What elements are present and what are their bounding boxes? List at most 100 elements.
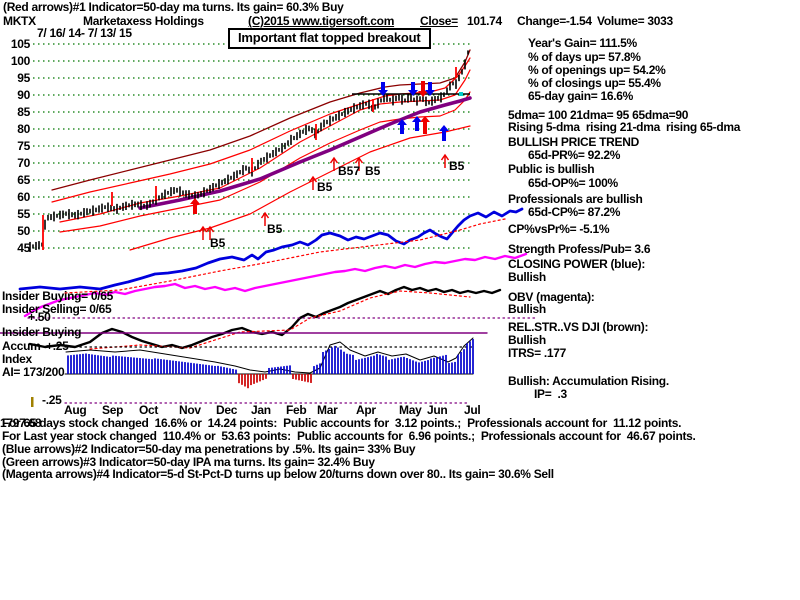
footer-legend-line: For 65 days stock changed 16.6% or 14.24… — [2, 416, 682, 430]
insider-label: +.25 — [46, 339, 69, 353]
ai-envelope-black-line — [65, 337, 474, 374]
price-tick-label: 70 — [17, 156, 30, 170]
red-signal-arrow-up — [190, 198, 200, 214]
stat-line: 65-day gain= 16.6% — [528, 89, 633, 103]
cp-red-dotted-line — [64, 218, 506, 294]
stat-line: Strength Profess/Pub= 3.6 — [508, 242, 651, 256]
thin-red-arrow-head — [205, 225, 215, 233]
month-label: Jul — [464, 403, 481, 417]
relstr-red-dotted-line — [89, 290, 471, 350]
upper-band-red-line — [51, 57, 471, 203]
close-value: 101.74 — [467, 14, 502, 28]
cyan-tick — [459, 92, 463, 96]
footer-legend-line: (Green arrows)#3 Indicator=50-day IPA ma… — [2, 455, 375, 469]
insider-label: Insider Selling= 0/65 — [2, 302, 112, 316]
breakout-callout: Important flat topped breakout — [228, 28, 431, 49]
closing-power-blue-line — [18, 207, 524, 291]
blue-signal-arrow-up — [397, 119, 407, 134]
blue-signal-arrow-up — [439, 125, 449, 141]
price-tick-label: 45 — [17, 241, 30, 255]
blue-signal-arrow-up — [412, 116, 422, 131]
insider-label: Insider Buying — [2, 325, 82, 339]
price-tick-label: 50 — [17, 224, 30, 238]
dji-level-value: 1797.68 — [0, 416, 42, 430]
outer-lower-band-red-line — [129, 125, 471, 251]
stat-line: Year's Gain= 111.5% — [528, 36, 637, 50]
price-tick-label: 105 — [10, 37, 30, 51]
thin-red-arrow-head — [329, 156, 339, 164]
red-signal-arrow-up — [420, 116, 430, 134]
footer-legend-line: (Blue arrows)#2 Indicator=50-day ma pene… — [2, 442, 416, 456]
blue-signal-arrow-down — [378, 82, 388, 96]
buy-signal-annotation: B5 — [267, 222, 283, 236]
month-label: Sep — [102, 403, 124, 417]
month-label: Jan — [251, 403, 271, 417]
month-label: Nov — [179, 403, 201, 417]
stat-line: Rising 5-dma rising 21-dma rising 65-dma — [508, 120, 741, 134]
month-label: Jun — [427, 403, 448, 417]
stat-line: Bullish — [508, 302, 546, 316]
blue-signal-arrow-down — [408, 82, 418, 96]
olive-tick — [31, 397, 34, 407]
footer-legend-line: For Last year stock changed 110.4% or 53… — [2, 429, 696, 443]
thin-red-arrow-head — [260, 211, 270, 219]
price-tick-label: 75 — [17, 139, 30, 153]
thin-red-arrow-head — [440, 153, 450, 161]
upper-band-maroon-line — [51, 49, 471, 191]
copyright-link[interactable]: (C)2015 www.tigersoft.com — [248, 14, 395, 28]
buy-signal-annotation: B5 — [317, 180, 333, 194]
stat-line: Bullish: Accumulation Rising. — [508, 374, 669, 388]
stat-line: Bullish — [508, 270, 546, 284]
insider-label: Accum — [2, 339, 41, 353]
month-label: Aug — [64, 403, 87, 417]
change-value: Change=-1.54 — [517, 14, 592, 28]
price-tick-label: 90 — [17, 88, 30, 102]
footer-legend-line: (Magenta arrows)#4 Indicator=5-d St-Pct-… — [2, 467, 554, 481]
stat-line: REL.STR..VS DJI (brown): — [508, 320, 649, 334]
buy-signal-annotation: B5 — [449, 159, 465, 173]
volume-value: Volume= 3033 — [597, 14, 673, 28]
company-name: Marketaxess Holdings — [83, 14, 204, 28]
red-signal-arrow-down — [418, 81, 428, 97]
stat-line: % of openings up= 54.2% — [528, 63, 666, 77]
month-label: Mar — [317, 403, 338, 417]
stat-line: 5dma= 100 21dma= 95 65dma=90 — [508, 108, 689, 122]
thin-red-arrow-head — [354, 156, 364, 164]
insider-label: +.50 — [28, 310, 51, 324]
price-tick-label: 95 — [17, 71, 30, 85]
price-tick-label: 65 — [17, 173, 30, 187]
month-label: Feb — [286, 403, 307, 417]
stat-line: % of days up= 57.8% — [528, 50, 641, 64]
insider-label: Insider Buying= 0/65 — [2, 289, 114, 303]
month-label: Oct — [139, 403, 159, 417]
lower-band-red-line — [59, 91, 471, 233]
stat-line: 65d-PR%= 92.2% — [528, 148, 621, 162]
ma65-purple-line — [138, 96, 472, 210]
price-tick-label: 80 — [17, 122, 30, 136]
price-tick-label: 60 — [17, 190, 30, 204]
date-range: 7/ 16/ 14- 7/ 13/ 15 — [37, 26, 132, 40]
buy-signal-annotation: B57 — [338, 164, 361, 178]
thin-red-arrow-head — [198, 225, 208, 233]
stat-line: CP%vsPr%= -5.1% — [508, 222, 610, 236]
ma21-red-line — [59, 69, 471, 223]
buy-signal-annotation: B5 — [210, 236, 226, 250]
stat-line: 65d-CP%= 87.2% — [528, 205, 621, 219]
stat-line: CLOSING POWER (blue): — [508, 257, 646, 271]
insider-label: -.25 — [42, 393, 62, 407]
close-label: Close= — [420, 14, 458, 28]
month-label: Apr — [356, 403, 376, 417]
breakout-callout-text: Important flat topped breakout — [238, 30, 421, 45]
blue-signal-arrow-down — [425, 82, 435, 96]
stat-line: IP= .3 — [534, 387, 567, 401]
stat-line: Professionals are bullish — [508, 192, 643, 206]
stat-line: 65d-OP%= 100% — [528, 176, 618, 190]
stat-line: % of closings up= 55.4% — [528, 76, 661, 90]
buy-signal-annotation: B5 — [365, 164, 381, 178]
month-label: Dec — [216, 403, 238, 417]
ticker-symbol: MKTX — [3, 14, 36, 28]
indicator1-legend: (Red arrows)#1 Indicator=50-day ma turns… — [3, 0, 344, 14]
thin-red-arrow-head — [308, 175, 318, 183]
